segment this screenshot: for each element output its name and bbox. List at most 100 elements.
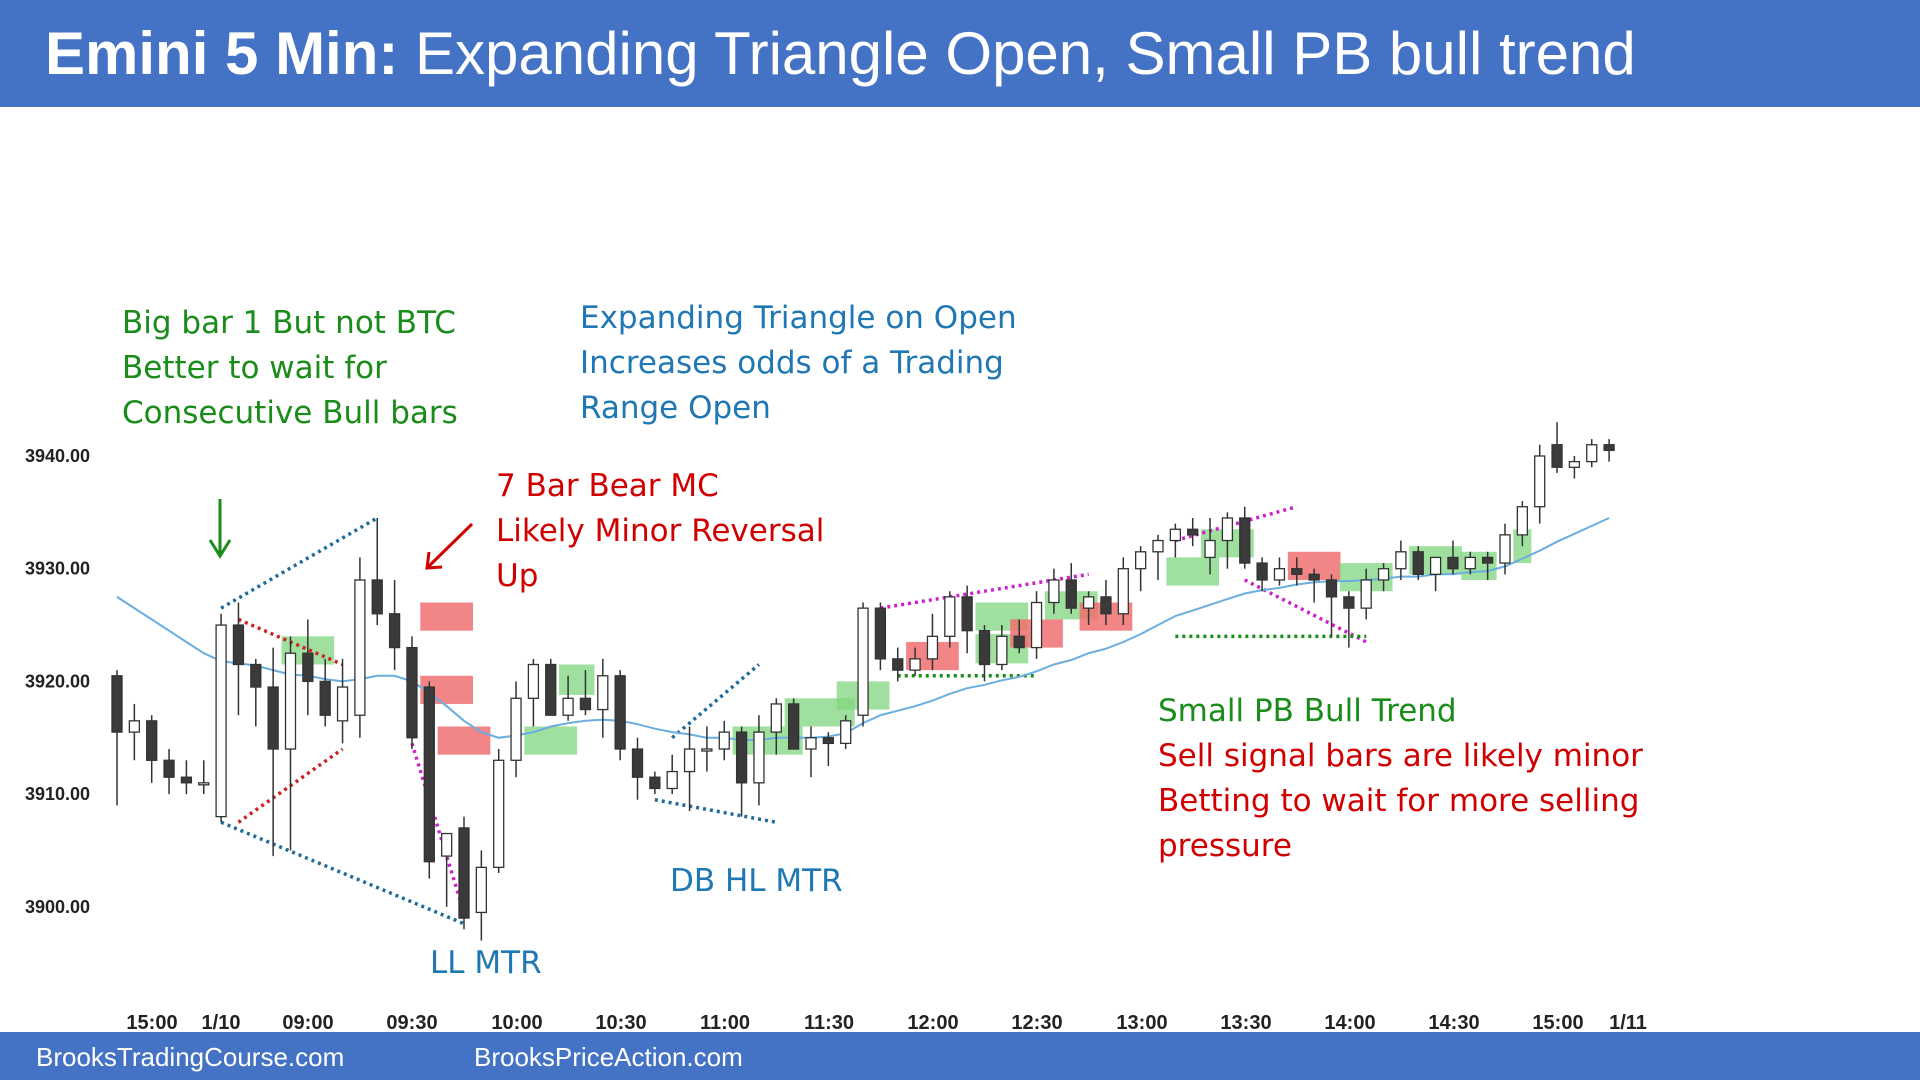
x-tick-label: 1/10 — [202, 1012, 241, 1032]
candle — [388, 579, 401, 671]
bear-candle-body — [388, 613, 401, 649]
candle — [406, 636, 418, 750]
x-tick-label: 13:30 — [1220, 1012, 1271, 1032]
bear-candle-body — [961, 596, 973, 632]
x-tick-label: 15:00 — [126, 1012, 177, 1032]
candle — [111, 670, 123, 806]
candle — [180, 760, 193, 795]
bear-candle-body — [1325, 579, 1338, 598]
candle — [978, 625, 991, 682]
footer-link-brookspriceaction[interactable]: BrooksPriceAction.com — [474, 1042, 743, 1072]
candle — [1048, 568, 1060, 614]
bear-candle-body — [874, 607, 887, 660]
candle — [1377, 563, 1390, 592]
candle — [1117, 557, 1129, 626]
candle — [996, 625, 1008, 671]
candle — [1065, 563, 1077, 614]
candle — [701, 726, 713, 772]
x-tick-label: 14:30 — [1428, 1012, 1479, 1032]
small-pb-line-3: pressure — [1158, 828, 1292, 864]
bull-candle-body — [475, 866, 488, 914]
candle — [527, 658, 540, 727]
expanding-triangle-top — [220, 516, 379, 610]
candle — [232, 602, 245, 716]
bear-candle-body — [892, 658, 904, 671]
bear-mc-line-1: 7 Bar Bear MC — [496, 468, 719, 504]
title-banner: Emini 5 Min: Expanding Triangle Open, Sm… — [0, 0, 1920, 107]
bear-mc-line — [410, 742, 466, 913]
bull-candle-body — [770, 703, 782, 733]
candle — [1152, 534, 1164, 580]
bear-candle-body — [319, 680, 331, 716]
bull-candle-body — [1169, 528, 1181, 542]
candle — [1447, 540, 1459, 575]
candle — [1169, 523, 1181, 558]
candle — [944, 591, 956, 648]
candle — [562, 675, 574, 721]
candle — [614, 670, 626, 761]
candle — [319, 658, 331, 727]
bull-highlight-box — [524, 726, 578, 755]
bear-highlight-box — [420, 602, 473, 631]
bear-candle-body — [1187, 528, 1199, 536]
big-bar-line-3: Consecutive Bull bars — [122, 395, 458, 431]
candle — [770, 698, 782, 755]
bull-highlight-box — [1166, 557, 1220, 586]
candle — [1204, 517, 1216, 575]
bull-candle-body — [493, 759, 505, 869]
bear-candle-body — [267, 686, 279, 750]
big-bar-line-1: Big bar 1 But not BTC — [122, 305, 456, 341]
candle — [805, 726, 817, 778]
candle — [649, 771, 661, 795]
bear-candle-body — [1239, 517, 1251, 564]
bull-candle-body — [666, 770, 678, 790]
candle — [788, 698, 800, 750]
bull-candle-body — [1135, 551, 1147, 570]
bull-candle-body — [354, 579, 366, 716]
bull-candle-body — [1568, 460, 1581, 468]
candle — [545, 658, 557, 716]
expanding-line-2: Increases odds of a Trading — [580, 345, 1004, 381]
candle — [1360, 568, 1372, 620]
bull-candle-body — [562, 697, 574, 716]
ll-mtr-label: LL MTR — [430, 945, 542, 981]
bear-candle-body — [631, 748, 644, 778]
bear-candle-body — [1256, 562, 1268, 581]
x-tick-label: 12:00 — [907, 1012, 958, 1032]
bear-mc-line-2: Likely Minor Reversal — [496, 513, 824, 549]
bear-candle-body — [163, 759, 175, 778]
title-bold: Emini 5 Min: — [45, 20, 399, 87]
bull-candle-body — [215, 624, 227, 818]
small-pb-title: Small PB Bull Trend — [1158, 693, 1457, 729]
y-tick-label: 3900.00 — [25, 897, 90, 917]
candle — [840, 715, 852, 750]
bull-candle-body — [597, 675, 609, 711]
candle — [440, 832, 453, 907]
bull-candle-body — [996, 635, 1008, 666]
bull-candle-body — [1221, 517, 1234, 542]
bull-candle-body — [701, 748, 713, 752]
candle — [874, 602, 887, 671]
candle — [1551, 422, 1563, 473]
candle — [822, 732, 834, 766]
candle — [1343, 591, 1355, 648]
candle — [1429, 556, 1442, 592]
annotation-expanding-triangle: Expanding Triangle on Open Increases odd… — [580, 300, 1017, 426]
bull-candle-body — [840, 720, 852, 745]
x-tick-label: 15:00 — [1532, 1012, 1583, 1032]
candle — [215, 613, 227, 823]
candle — [857, 602, 869, 727]
bear-candle-body — [250, 663, 262, 688]
expanding-triangle-bottom — [220, 820, 465, 926]
bear-mc-line-3: Up — [496, 558, 538, 594]
bull-candle-body — [857, 607, 869, 716]
candle — [753, 715, 765, 806]
x-tick-label: 12:30 — [1011, 1012, 1062, 1032]
red-diagonal-arrow — [425, 522, 474, 570]
footer-link-brookstradingcourse[interactable]: BrooksTradingCourse.com — [36, 1042, 345, 1072]
candle — [1464, 551, 1476, 575]
x-tick-label: 14:00 — [1324, 1012, 1375, 1032]
big-bar-line-2: Better to wait for — [122, 350, 387, 386]
bear-candle-body — [822, 737, 834, 745]
candle — [735, 726, 748, 817]
